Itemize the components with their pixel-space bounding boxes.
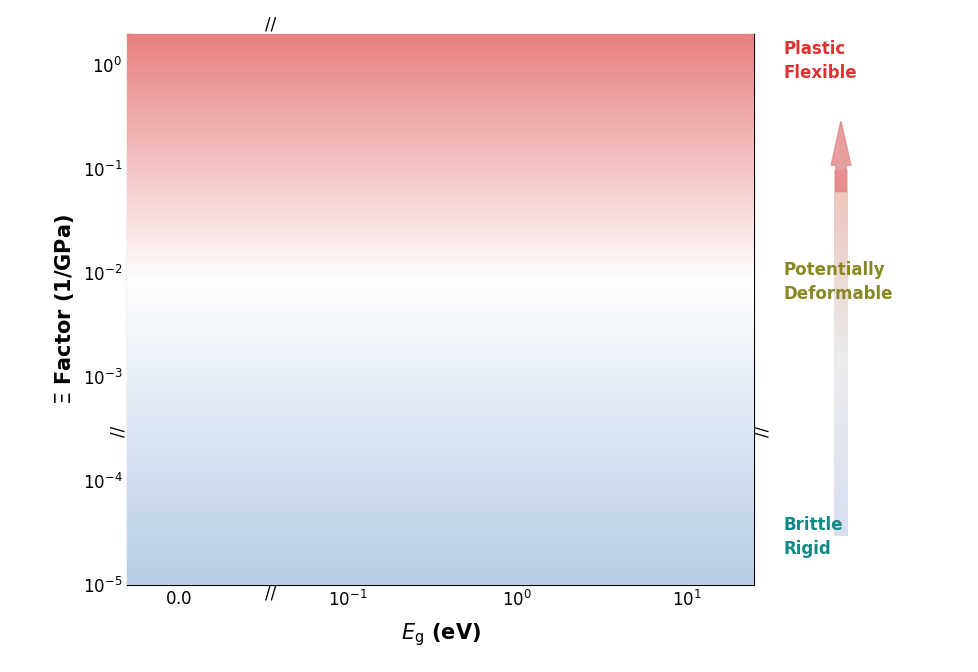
Text: InSe: InSe [492,204,526,219]
Text: MoS$_2$: MoS$_2$ [484,337,524,356]
Text: //: // [264,585,276,603]
Text: //: // [110,425,127,437]
X-axis label: $E_{\mathrm{g}}$ (eV): $E_{\mathrm{g}}$ (eV) [400,621,480,648]
Text: AgI: AgI [614,174,640,190]
Text: Potentially
Deformable: Potentially Deformable [782,261,892,303]
FancyArrow shape [830,121,850,192]
Text: Brittle
Rigid: Brittle Rigid [782,516,842,558]
Text: //: // [264,15,276,34]
Point [509,255,524,266]
Point [190,166,205,177]
Text: Graphene: Graphene [221,290,296,305]
Point [590,177,605,187]
Point [531,221,547,232]
Text: Diamond: Diamond [654,506,723,521]
Text: //: // [753,425,771,437]
Text: Plastic
Flexible: Plastic Flexible [782,40,856,82]
Text: Ag$_2$S: Ag$_2$S [525,269,563,288]
Y-axis label: $\Xi$ Factor (1/GPa): $\Xi$ Factor (1/GPa) [53,214,75,405]
Text: Au: Au [245,126,265,140]
Text: Ti: Ti [245,164,258,179]
Point [154,292,169,303]
Text: NaCl: NaCl [682,283,718,298]
Point [634,509,649,519]
Point [509,302,524,312]
Point [661,285,677,296]
Point [190,128,205,138]
